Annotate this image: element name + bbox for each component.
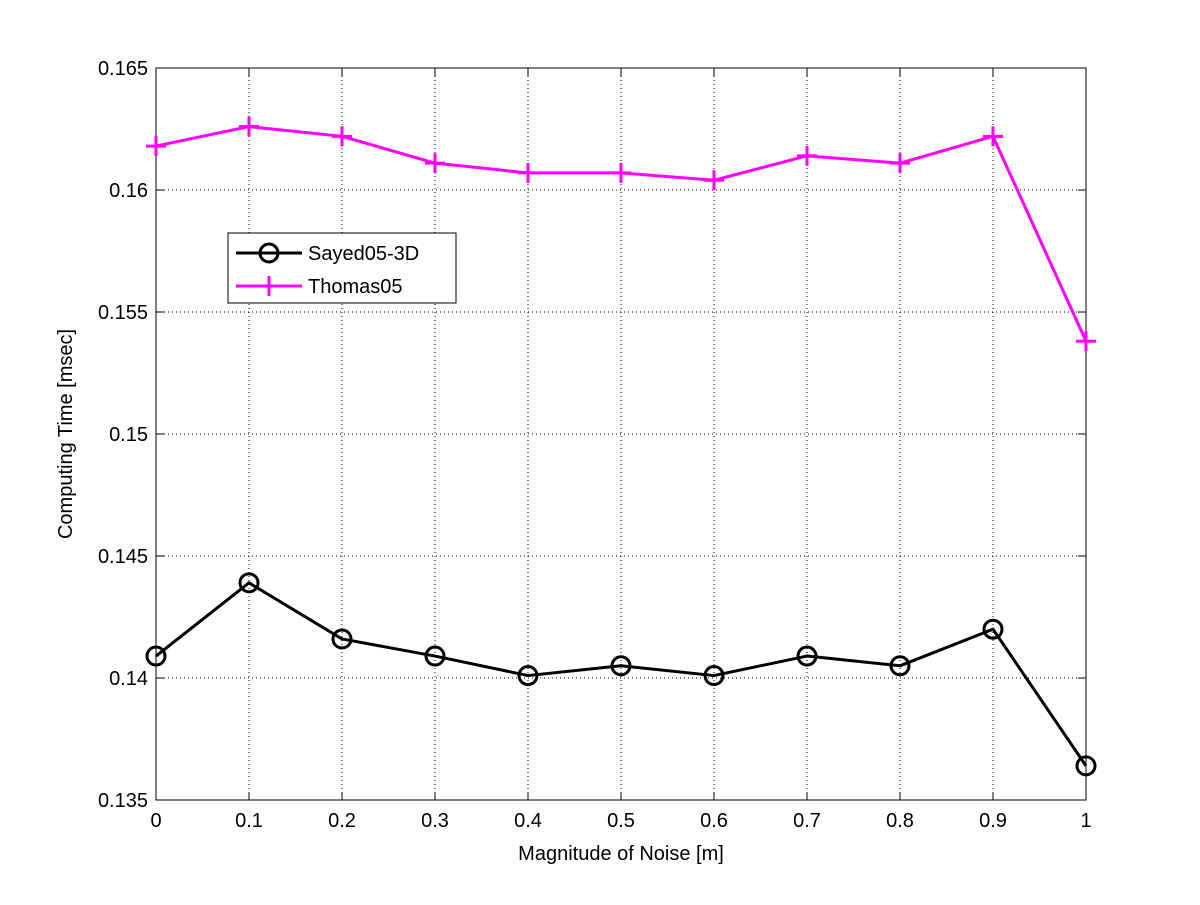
y-tick-label: 0.15: [109, 424, 148, 446]
x-tick-label: 0.6: [700, 810, 728, 832]
legend-item-sayed05-3d: Sayed05-3D: [236, 242, 419, 265]
y-tick-label: 0.165: [98, 58, 148, 80]
grid: [156, 68, 1086, 800]
data-point-thomas05: [704, 170, 724, 191]
data-point-sayed05-3d: [796, 645, 818, 667]
legend: Sayed05-3D Thomas05: [227, 232, 457, 304]
series-line-sayed05-3d: [155, 581, 1088, 767]
x-tick-label: 0.4: [514, 810, 542, 832]
legend-item-thomas05: Thomas05: [236, 276, 403, 298]
data-point-thomas05: [611, 162, 631, 183]
data-point-thomas05: [797, 145, 817, 166]
y-tick-label: 0.14: [109, 668, 148, 690]
data-point-sayed05-3d: [145, 645, 167, 667]
y-tick-label: 0.135: [98, 790, 148, 812]
data-point-sayed05-3d: [424, 645, 446, 667]
ticks: 0 0.1 0.2 0.3 0.4 0.5 0.6 0.7 0.8 0.9 1 0.135 0.14 0.…: [98, 58, 1092, 832]
x-tick-label: 0.5: [607, 810, 635, 832]
data-point-thomas05: [239, 116, 259, 137]
x-tick-label: 0.1: [235, 810, 263, 832]
x-tick-label: 1: [1080, 810, 1091, 832]
data-point-thomas05: [518, 162, 538, 183]
series-sayed05-3d: [145, 572, 1097, 777]
data-point-thomas05: [146, 136, 166, 157]
y-axis-label: Computing Time [msec]: [55, 329, 77, 539]
legend-marker-sayed05-3d: [258, 242, 280, 264]
data-point-thomas05: [983, 126, 1003, 147]
legend-label-sayed05-3d: Sayed05-3D: [308, 243, 419, 265]
data-point-thomas05: [425, 153, 445, 174]
y-tick-label: 0.145: [98, 546, 148, 568]
data-point-sayed05-3d: [517, 665, 539, 687]
series-thomas05: [146, 116, 1096, 352]
x-tick-label: 0.8: [886, 810, 914, 832]
x-tick-label: 0.2: [328, 810, 356, 832]
x-tick-label: 0: [150, 810, 161, 832]
data-point-sayed05-3d: [889, 655, 911, 677]
data-point-sayed05-3d: [238, 572, 260, 594]
data-point-sayed05-3d: [703, 665, 725, 687]
data-point-sayed05-3d: [982, 618, 1004, 640]
y-tick-label: 0.16: [109, 180, 148, 202]
data-point-thomas05: [890, 153, 910, 174]
data-point-sayed05-3d: [1075, 755, 1097, 777]
data-point-sayed05-3d: [331, 628, 353, 650]
x-tick-label: 0.7: [793, 810, 821, 832]
series: [145, 116, 1097, 777]
x-tick-label: 0.9: [979, 810, 1007, 832]
y-tick-label: 0.155: [98, 302, 148, 324]
x-tick-label: 0.3: [421, 810, 449, 832]
legend-marker-thomas05: [259, 276, 279, 296]
data-point-sayed05-3d: [610, 655, 632, 677]
data-point-thomas05: [332, 126, 352, 147]
x-axis-label: Magnitude of Noise [m]: [518, 843, 724, 865]
legend-label-thomas05: Thomas05: [308, 276, 403, 298]
data-point-thomas05: [1076, 331, 1096, 352]
